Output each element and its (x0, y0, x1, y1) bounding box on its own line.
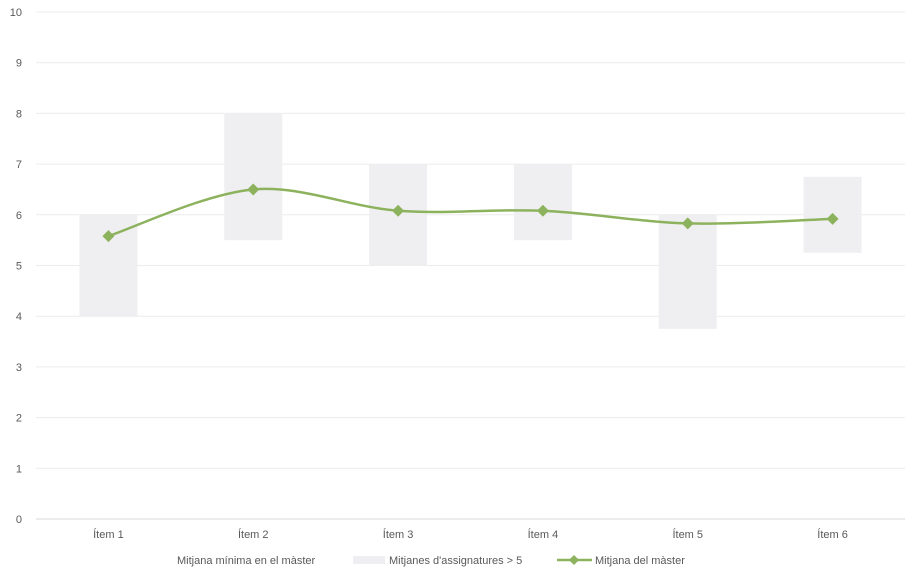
series-line-path (108, 187, 833, 238)
range-bar (513, 164, 572, 241)
y-tick-label: 9 (16, 58, 22, 70)
legend-swatch-bar (353, 556, 385, 564)
y-tick-label: 0 (16, 514, 22, 526)
y-tick-label: 8 (16, 108, 22, 120)
legend-label: Mitjana del màster (595, 555, 685, 567)
y-axis-ticks: 0 1 2 3 4 5 6 7 8 9 10 (10, 7, 22, 526)
data-point-marker (102, 230, 115, 243)
x-tick-label: Ítem 3 (383, 528, 414, 541)
y-tick-label: 3 (16, 362, 22, 374)
x-tick-label: Ítem 6 (817, 528, 848, 541)
range-bar (79, 214, 138, 317)
data-point-marker (826, 212, 839, 225)
legend-label: Mitjana mínima en el màster (177, 555, 315, 567)
legend: Mitjana mínima en el màster Mitjanes d'as… (177, 555, 685, 567)
x-axis-ticks: Ítem 1 Ítem 2 Ítem 3 Ítem 4 Ítem 5 Ítem 6 (93, 528, 848, 541)
y-tick-label: 2 (16, 413, 22, 425)
grid-lines (36, 11, 905, 520)
legend-swatch-marker (569, 555, 579, 565)
data-point-marker (392, 204, 405, 217)
x-tick-label: Ítem 5 (672, 528, 703, 541)
y-tick-label: 1 (16, 463, 22, 475)
range-bar (224, 113, 283, 241)
range-bar (658, 214, 717, 329)
y-tick-label: 4 (16, 311, 22, 323)
y-tick-label: 5 (16, 261, 22, 273)
data-point-marker (247, 183, 260, 196)
data-point-marker (681, 217, 694, 230)
range-bars (79, 113, 862, 329)
series-line (102, 183, 839, 243)
legend-label: Mitjanes d'assignatures > 5 (389, 555, 522, 567)
x-tick-label: Ítem 1 (93, 528, 124, 541)
y-tick-label: 10 (10, 7, 22, 19)
y-tick-label: 6 (16, 210, 22, 222)
x-tick-label: Ítem 2 (238, 528, 269, 541)
y-tick-label: 7 (16, 159, 22, 171)
data-point-marker (536, 204, 549, 217)
x-tick-label: Ítem 4 (528, 528, 559, 541)
